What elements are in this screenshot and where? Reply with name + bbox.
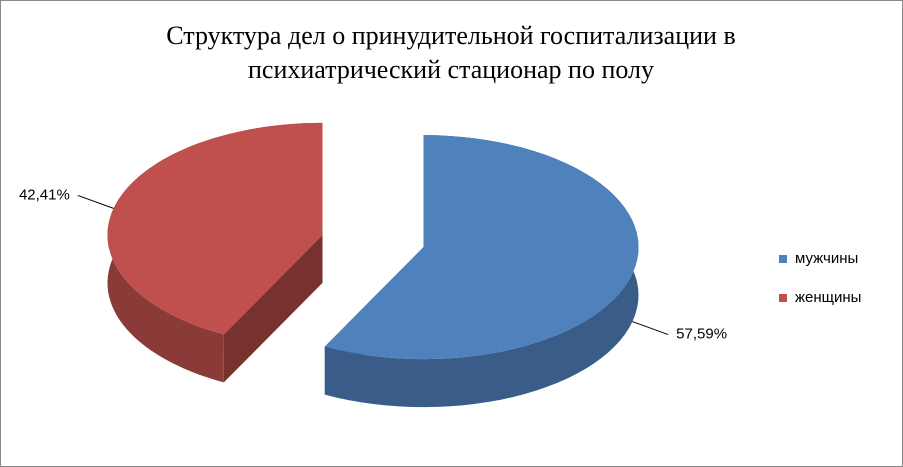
chart-title: Структура дел о принудительной госпитали… [166, 21, 736, 84]
legend-swatch [779, 255, 787, 263]
legend-label: мужчины [795, 250, 858, 267]
data-label: 42,41% [19, 186, 70, 203]
slice [324, 135, 639, 360]
data-label: 57,59% [676, 326, 727, 343]
legend-swatch [779, 294, 787, 302]
legend-label: женщины [795, 289, 861, 306]
slice-side [223, 234, 323, 383]
slice [107, 122, 323, 335]
leader-line [77, 194, 114, 209]
leader-line [632, 321, 669, 336]
